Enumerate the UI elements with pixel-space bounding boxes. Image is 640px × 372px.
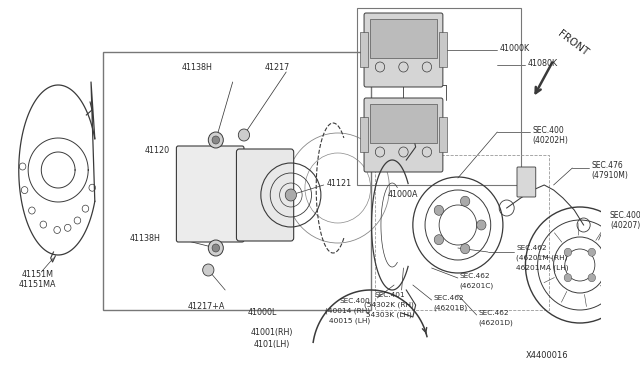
Text: 41120: 41120 [145, 145, 170, 154]
Circle shape [238, 129, 250, 141]
Circle shape [564, 248, 572, 256]
FancyBboxPatch shape [517, 167, 536, 197]
Circle shape [434, 205, 444, 215]
Bar [356, 8, 521, 185]
Text: SEC.400: SEC.400 [610, 211, 640, 219]
Text: X4400016: X4400016 [525, 351, 568, 360]
Text: 41217: 41217 [264, 63, 289, 72]
Text: (46201M (RH): (46201M (RH) [516, 255, 568, 261]
Circle shape [203, 264, 214, 276]
Text: SEC.462: SEC.462 [479, 310, 509, 316]
Text: SEC.462: SEC.462 [433, 295, 464, 301]
Text: 41000A: 41000A [387, 190, 418, 199]
Text: (54302K (RH): (54302K (RH) [364, 302, 414, 308]
Circle shape [588, 248, 596, 256]
Circle shape [564, 274, 572, 282]
Bar [360, 117, 368, 152]
Circle shape [460, 244, 470, 254]
Circle shape [460, 196, 470, 206]
Text: 41138H: 41138H [182, 63, 212, 72]
Text: 41000K: 41000K [499, 44, 529, 52]
Text: 54303K (LH): 54303K (LH) [367, 312, 412, 318]
Text: 41151MA: 41151MA [19, 280, 56, 289]
Text: SEC.401: SEC.401 [374, 292, 404, 298]
Bar [370, 104, 437, 142]
FancyBboxPatch shape [236, 149, 294, 241]
FancyBboxPatch shape [177, 146, 244, 242]
Circle shape [477, 220, 486, 230]
Text: SEC.462: SEC.462 [460, 273, 490, 279]
Text: (46201C): (46201C) [460, 283, 494, 289]
Circle shape [208, 240, 223, 256]
Circle shape [588, 274, 596, 282]
Bar [103, 52, 371, 310]
Circle shape [285, 189, 296, 201]
Bar [360, 32, 368, 67]
Bar [370, 19, 437, 58]
Text: FRONT: FRONT [556, 29, 589, 58]
Text: (46201B): (46201B) [433, 305, 468, 311]
Circle shape [208, 132, 223, 148]
Text: 41151M: 41151M [22, 270, 54, 279]
Text: (40014 (RH): (40014 (RH) [326, 308, 371, 314]
FancyBboxPatch shape [364, 13, 443, 87]
Circle shape [212, 136, 220, 144]
Text: 41080K: 41080K [527, 58, 557, 67]
Text: 41138H: 41138H [130, 234, 161, 243]
Text: 41217+A: 41217+A [188, 302, 225, 311]
Text: SEC.462: SEC.462 [516, 245, 547, 251]
Text: 41000L: 41000L [248, 308, 277, 317]
Text: 41121: 41121 [326, 179, 351, 187]
Bar [439, 32, 447, 67]
Text: SEC.476: SEC.476 [591, 160, 623, 170]
Text: SEC.400: SEC.400 [340, 298, 371, 304]
Text: (47910M): (47910M) [591, 170, 628, 180]
Circle shape [212, 244, 220, 252]
Text: (46201D): (46201D) [479, 320, 513, 326]
Text: 4101(LH): 4101(LH) [254, 340, 291, 349]
Text: 40015 (LH): 40015 (LH) [330, 318, 371, 324]
FancyBboxPatch shape [364, 98, 443, 172]
Bar [375, 155, 549, 310]
Text: SEC.400: SEC.400 [532, 125, 564, 135]
Circle shape [434, 235, 444, 245]
Text: 46201MA (LH): 46201MA (LH) [516, 265, 569, 271]
Text: 41001(RH): 41001(RH) [251, 328, 293, 337]
Bar [439, 117, 447, 152]
Text: (40202H): (40202H) [532, 135, 568, 144]
Text: (40207): (40207) [610, 221, 640, 230]
